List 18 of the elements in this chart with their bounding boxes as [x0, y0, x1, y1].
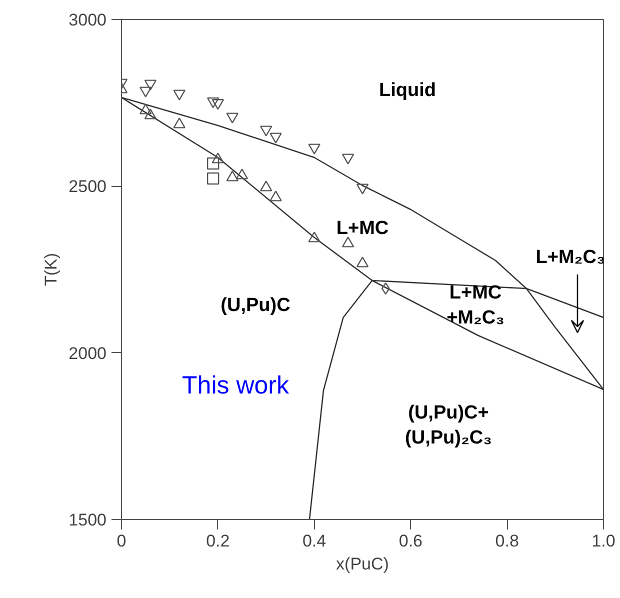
x-tick-label: 1.0 [592, 532, 616, 550]
annotation: L+MC [336, 218, 389, 239]
y-tick-label: 2000 [68, 344, 107, 363]
x-tick-label: 0.8 [495, 532, 519, 550]
y-tick-label: 3000 [68, 10, 107, 30]
x-tick-label: 0 [116, 532, 126, 550]
annotation: Liquid [379, 80, 436, 101]
annotation: (U,Pu)C [220, 295, 291, 316]
annotation: This work [182, 372, 290, 400]
x-tick-label: 0.6 [398, 532, 423, 550]
annotation: (U,Pu)C+ (U,Pu)₂C₃ [405, 402, 492, 449]
x-tick-label: 0.4 [302, 532, 326, 550]
annotation: L+MC +M₂C₃ [446, 282, 504, 329]
y-tick-label: 1500 [68, 510, 107, 530]
y-axis-title: T(K) [42, 252, 61, 286]
x-tick-label: 0.2 [206, 532, 230, 550]
y-tick-label: 2500 [68, 177, 107, 196]
x-axis-title: x(PuC) [336, 554, 389, 574]
